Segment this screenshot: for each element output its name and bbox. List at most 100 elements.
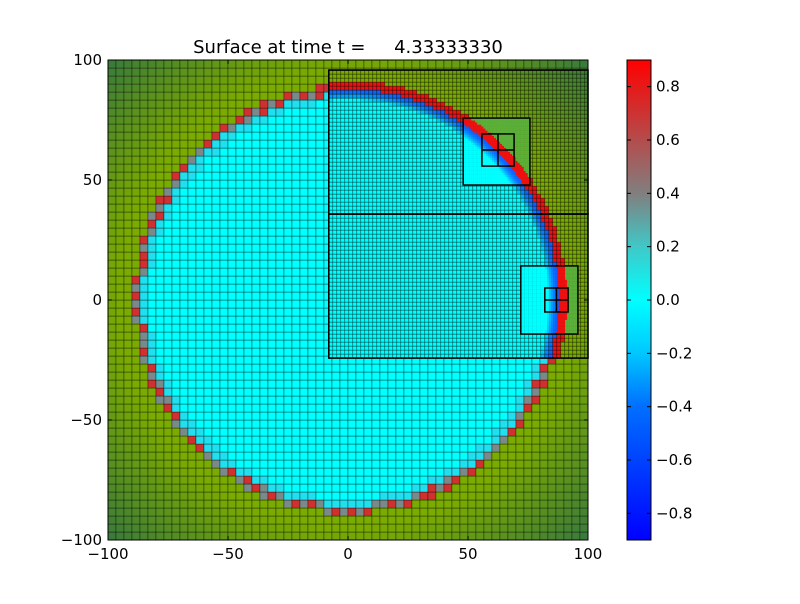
heatmap-cell bbox=[276, 188, 284, 196]
heatmap-cell bbox=[252, 428, 260, 436]
heatmap-cell bbox=[148, 204, 156, 212]
heatmap-cell bbox=[468, 492, 476, 500]
heatmap-cell bbox=[132, 92, 140, 100]
heatmap-cell bbox=[132, 84, 140, 92]
heatmap-cell bbox=[524, 444, 532, 452]
heatmap-cell bbox=[204, 364, 212, 372]
heatmap-cell bbox=[244, 516, 252, 524]
heatmap-cell bbox=[341, 74, 345, 78]
heatmap-cell bbox=[148, 516, 156, 524]
heatmap-cell bbox=[377, 202, 381, 206]
heatmap-cell bbox=[429, 174, 433, 178]
heatmap-cell bbox=[385, 194, 389, 198]
heatmap-cell bbox=[437, 162, 441, 166]
heatmap-cell bbox=[397, 166, 401, 170]
heatmap-cell bbox=[453, 182, 457, 186]
heatmap-cell bbox=[308, 68, 316, 76]
heatmap-cell bbox=[373, 178, 377, 182]
heatmap-cell bbox=[292, 516, 300, 524]
heatmap-cell bbox=[292, 132, 300, 140]
heatmap-cell bbox=[244, 452, 252, 460]
heatmap-cell bbox=[445, 118, 449, 122]
heatmap-cell bbox=[204, 228, 212, 236]
heatmap-cell bbox=[188, 132, 196, 140]
heatmap-cell bbox=[276, 268, 284, 276]
heatmap-cell bbox=[421, 170, 425, 174]
heatmap-cell bbox=[172, 180, 180, 188]
heatmap-cell bbox=[341, 202, 345, 206]
heatmap-cell bbox=[476, 420, 484, 428]
heatmap-cell bbox=[188, 76, 196, 84]
heatmap-cell bbox=[244, 492, 252, 500]
heatmap-cell bbox=[372, 404, 380, 412]
heatmap-cell bbox=[349, 90, 353, 94]
heatmap-cell bbox=[421, 90, 425, 94]
heatmap-cell bbox=[252, 124, 260, 132]
heatmap-cell bbox=[236, 196, 244, 204]
heatmap-cell bbox=[353, 134, 357, 138]
heatmap-cell bbox=[389, 142, 393, 146]
heatmap-cell bbox=[397, 118, 401, 122]
heatmap-cell bbox=[437, 114, 441, 118]
heatmap-cell bbox=[196, 116, 204, 124]
heatmap-cell bbox=[333, 190, 337, 194]
heatmap-cell bbox=[268, 60, 276, 68]
heatmap-cell bbox=[172, 100, 180, 108]
heatmap-cell bbox=[413, 90, 417, 94]
heatmap-cell bbox=[244, 292, 252, 300]
heatmap-cell bbox=[204, 140, 212, 148]
heatmap-cell bbox=[465, 202, 469, 206]
heatmap-cell bbox=[381, 154, 385, 158]
heatmap-cell bbox=[457, 150, 461, 154]
heatmap-cell bbox=[397, 110, 401, 114]
heatmap-cell bbox=[385, 186, 389, 190]
heatmap-cell bbox=[444, 460, 452, 468]
heatmap-cell bbox=[548, 500, 556, 508]
heatmap-cell bbox=[236, 292, 244, 300]
heatmap-cell bbox=[268, 356, 276, 364]
heatmap-cell bbox=[132, 156, 140, 164]
heatmap-cell bbox=[308, 420, 316, 428]
heatmap-cell bbox=[244, 316, 252, 324]
heatmap-cell bbox=[372, 532, 380, 540]
heatmap-cell bbox=[140, 252, 148, 260]
heatmap-cell bbox=[108, 420, 116, 428]
heatmap-cell bbox=[397, 106, 401, 110]
heatmap-cell bbox=[308, 76, 316, 84]
heatmap-cell bbox=[412, 532, 420, 540]
heatmap-cell bbox=[228, 284, 236, 292]
heatmap-cell bbox=[449, 114, 453, 118]
heatmap-cell bbox=[365, 150, 369, 154]
heatmap-cell bbox=[228, 380, 236, 388]
heatmap-cell bbox=[532, 420, 540, 428]
heatmap-cell bbox=[108, 500, 116, 508]
heatmap-cell bbox=[108, 292, 116, 300]
heatmap-cell bbox=[156, 68, 164, 76]
heatmap-cell bbox=[204, 428, 212, 436]
heatmap-cell bbox=[164, 484, 172, 492]
heatmap-cell bbox=[365, 142, 369, 146]
heatmap-cell bbox=[204, 220, 212, 228]
heatmap-cell bbox=[268, 372, 276, 380]
heatmap-cell bbox=[300, 452, 308, 460]
heatmap-cell bbox=[401, 150, 405, 154]
heatmap-cell bbox=[468, 452, 476, 460]
heatmap-cell bbox=[452, 388, 460, 396]
heatmap-cell bbox=[292, 468, 300, 476]
heatmap-cell bbox=[276, 348, 284, 356]
heatmap-cell bbox=[421, 110, 425, 114]
heatmap-cell bbox=[140, 308, 148, 316]
heatmap-cell bbox=[348, 364, 356, 372]
heatmap-cell bbox=[580, 484, 588, 492]
heatmap-cell bbox=[220, 244, 228, 252]
heatmap-cell bbox=[188, 100, 196, 108]
heatmap-cell bbox=[385, 90, 389, 94]
heatmap-cell bbox=[389, 126, 393, 130]
heatmap-cell bbox=[341, 154, 345, 158]
heatmap-cell bbox=[132, 236, 140, 244]
heatmap-cell bbox=[316, 524, 324, 532]
heatmap-cell bbox=[236, 372, 244, 380]
heatmap-cell bbox=[345, 94, 349, 98]
heatmap-cell bbox=[212, 532, 220, 540]
heatmap-cell bbox=[437, 166, 441, 170]
